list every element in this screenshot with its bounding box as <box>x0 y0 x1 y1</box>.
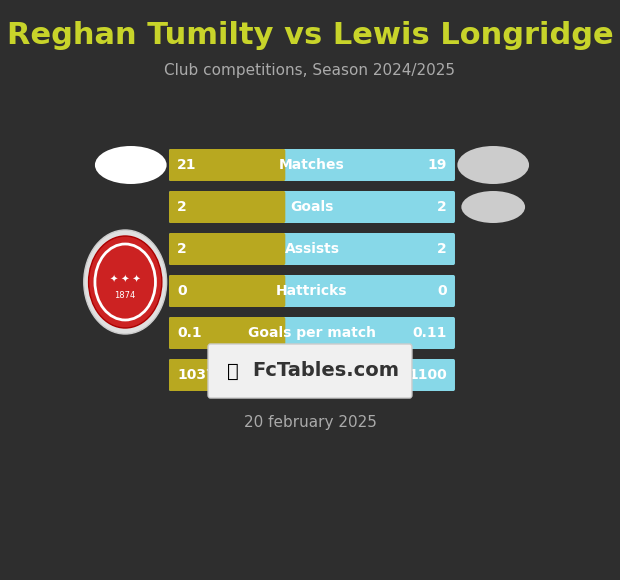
Ellipse shape <box>461 191 525 223</box>
FancyBboxPatch shape <box>169 233 455 265</box>
Text: Assists: Assists <box>285 242 340 256</box>
Circle shape <box>95 244 156 320</box>
FancyBboxPatch shape <box>169 317 455 349</box>
Text: Matches: Matches <box>279 158 345 172</box>
FancyBboxPatch shape <box>169 359 455 391</box>
FancyBboxPatch shape <box>169 359 285 391</box>
FancyBboxPatch shape <box>169 191 285 223</box>
FancyBboxPatch shape <box>169 149 455 181</box>
Text: 1037: 1037 <box>177 368 216 382</box>
Text: 0: 0 <box>177 284 187 298</box>
Text: 0.1: 0.1 <box>177 326 202 340</box>
Text: Min per goal: Min per goal <box>263 368 361 382</box>
FancyBboxPatch shape <box>169 317 285 349</box>
Text: 2: 2 <box>437 200 447 214</box>
Text: Reghan Tumilty vs Lewis Longridge: Reghan Tumilty vs Lewis Longridge <box>7 20 613 49</box>
FancyBboxPatch shape <box>169 275 285 307</box>
Text: FcTables.com: FcTables.com <box>252 361 399 380</box>
Circle shape <box>89 236 162 328</box>
Text: 21: 21 <box>177 158 197 172</box>
Text: 📊: 📊 <box>227 361 239 380</box>
Text: Club competitions, Season 2024/2025: Club competitions, Season 2024/2025 <box>164 63 456 78</box>
Text: Hattricks: Hattricks <box>277 284 348 298</box>
FancyBboxPatch shape <box>169 149 285 181</box>
Text: 0.11: 0.11 <box>413 326 447 340</box>
Circle shape <box>84 230 167 334</box>
Text: Goals: Goals <box>290 200 334 214</box>
Ellipse shape <box>95 146 167 184</box>
Text: 2: 2 <box>177 200 187 214</box>
Text: 1874: 1874 <box>115 291 136 299</box>
Text: 2: 2 <box>437 242 447 256</box>
Ellipse shape <box>458 146 529 184</box>
FancyBboxPatch shape <box>169 233 285 265</box>
FancyBboxPatch shape <box>169 275 455 307</box>
Text: 20 february 2025: 20 february 2025 <box>244 415 376 430</box>
FancyBboxPatch shape <box>169 191 455 223</box>
Text: 19: 19 <box>428 158 447 172</box>
Text: 2: 2 <box>177 242 187 256</box>
Text: ✦ ✦ ✦: ✦ ✦ ✦ <box>110 275 141 285</box>
FancyBboxPatch shape <box>208 344 412 398</box>
Text: 1100: 1100 <box>408 368 447 382</box>
Text: 0: 0 <box>437 284 447 298</box>
Text: Goals per match: Goals per match <box>248 326 376 340</box>
